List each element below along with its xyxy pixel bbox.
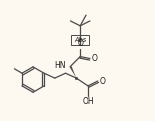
Text: HN: HN [54,61,66,70]
Text: O: O [78,39,84,48]
Text: Abs: Abs [74,38,86,43]
Text: O: O [99,76,105,86]
Text: O: O [91,54,97,63]
Polygon shape [69,66,76,78]
Text: OH: OH [82,97,94,106]
FancyBboxPatch shape [71,35,89,45]
